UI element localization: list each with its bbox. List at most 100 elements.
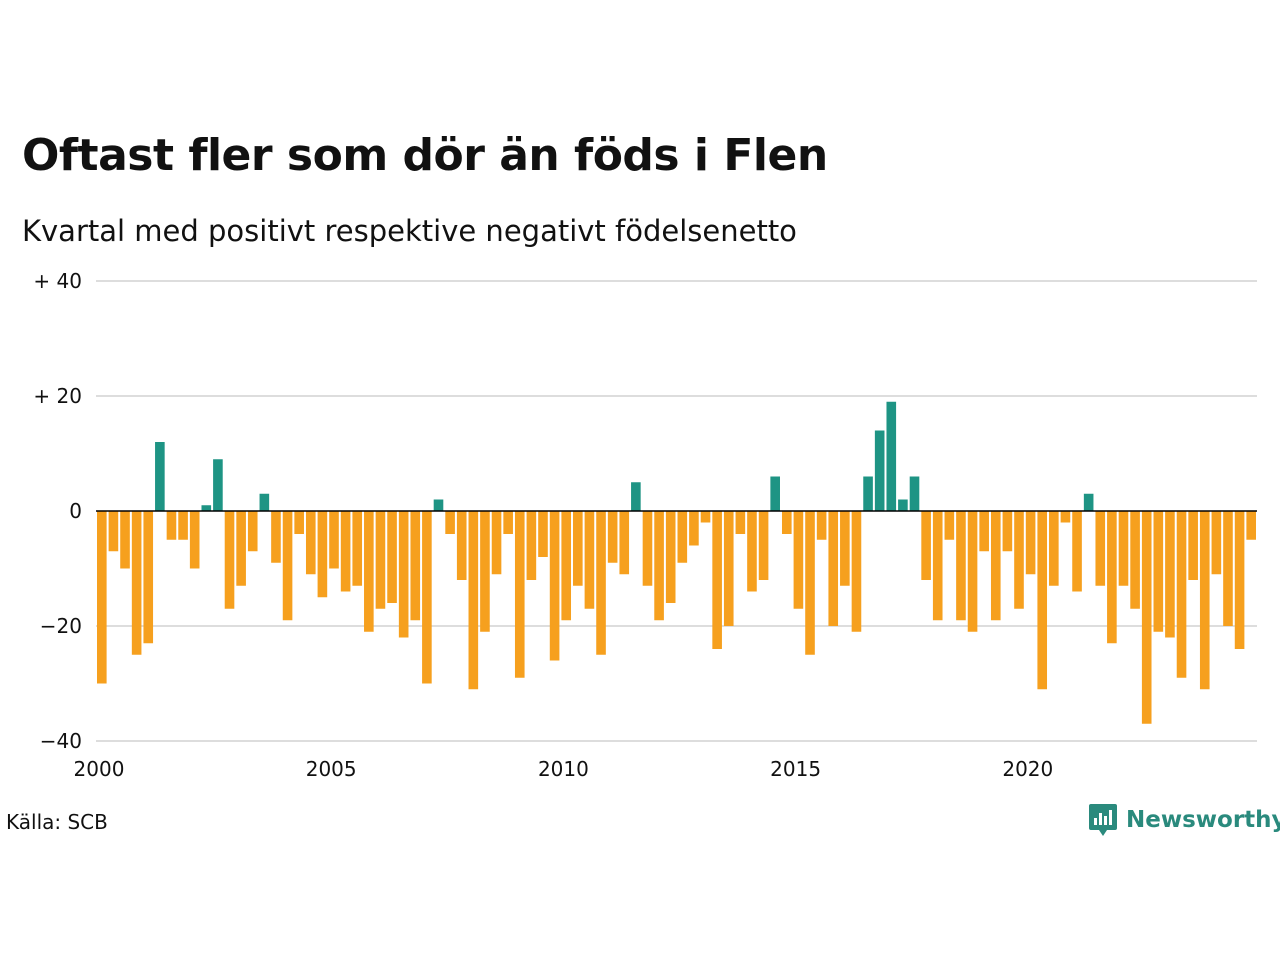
- bar: [770, 476, 780, 511]
- bar: [990, 511, 1001, 621]
- x-tick-label: 2020: [1002, 757, 1053, 781]
- source-note: Källa: SCB: [6, 810, 108, 834]
- bar: [723, 511, 734, 626]
- bar: [410, 511, 421, 621]
- bar: [178, 511, 188, 540]
- bar: [1072, 511, 1082, 592]
- bar: [1246, 511, 1256, 540]
- bar: [573, 511, 583, 586]
- bar: [1014, 511, 1024, 609]
- bar: [1165, 511, 1175, 638]
- bar: [329, 511, 339, 569]
- bar: [932, 511, 943, 621]
- bar: [886, 401, 897, 511]
- bar: [735, 511, 746, 534]
- bars: [97, 401, 1256, 724]
- bar: [1199, 511, 1210, 690]
- bar: [1188, 511, 1198, 580]
- bar: [584, 511, 595, 609]
- chart-subtitle: Kvartal med positivt respektive negativt…: [22, 214, 797, 248]
- y-tick-label: + 40: [33, 269, 82, 293]
- bar: [1095, 511, 1106, 586]
- bar: [1141, 511, 1152, 724]
- bar: [1130, 511, 1140, 609]
- x-tick-label: 2000: [74, 757, 125, 781]
- bar: [387, 511, 397, 603]
- bar: [1107, 511, 1117, 644]
- bar: [816, 511, 827, 540]
- bar: [155, 442, 165, 511]
- bar: [143, 511, 154, 644]
- bar: [758, 511, 769, 580]
- x-tick-label: 2010: [538, 757, 589, 781]
- bar: [1002, 511, 1013, 552]
- y-tick-label: −20: [40, 614, 82, 638]
- bar: [1153, 511, 1164, 632]
- x-tick-labels: 2000 2005 2010 2015 2020: [74, 757, 1054, 781]
- bar: [596, 511, 606, 655]
- bar: [97, 511, 107, 684]
- bar: [282, 511, 293, 621]
- bar: [1118, 511, 1129, 586]
- y-tick-label: 0: [69, 499, 82, 523]
- bar: [677, 511, 688, 563]
- brand-name: Newsworthy: [1126, 807, 1280, 833]
- bar: [271, 511, 281, 563]
- bar: [631, 482, 641, 511]
- y-tick-label: + 20: [33, 384, 82, 408]
- bar: [189, 511, 200, 569]
- bar: [863, 476, 873, 511]
- bar: [433, 499, 444, 511]
- bar: [1037, 511, 1048, 690]
- bar: [491, 511, 502, 575]
- grid-lines: [96, 280, 1257, 742]
- y-tick-label: −40: [40, 729, 82, 753]
- bar: [700, 511, 711, 523]
- chart-title: Oftast fler som dör än föds i Flen: [22, 130, 828, 181]
- bar: [131, 511, 142, 655]
- bar: [805, 511, 815, 655]
- bar: [259, 493, 270, 511]
- bar: [909, 476, 920, 511]
- bar: [874, 430, 885, 511]
- bar: [607, 511, 618, 563]
- bar: [1060, 511, 1071, 523]
- bar: [665, 511, 676, 603]
- bar: [468, 511, 479, 690]
- bar: [712, 511, 722, 649]
- bar: [793, 511, 804, 609]
- bar-chart: −40 −20 0 + 20 + 40 2000 2005 2010 2015 2020: [33, 269, 1257, 781]
- bar: [364, 511, 374, 632]
- bar: [236, 511, 246, 586]
- bar: [967, 511, 978, 632]
- bar: [654, 511, 664, 621]
- bar: [1223, 511, 1233, 626]
- bar: [642, 511, 653, 586]
- bar: [1211, 511, 1222, 575]
- bar: [538, 511, 548, 557]
- bar: [944, 511, 955, 540]
- bar: [851, 511, 862, 632]
- bar: [1025, 511, 1036, 575]
- bar: [619, 511, 630, 575]
- bar: [526, 511, 537, 580]
- bar: [561, 511, 572, 621]
- bar: [375, 511, 386, 609]
- bar: [445, 511, 455, 534]
- bar: [201, 505, 212, 511]
- bar: [898, 499, 908, 511]
- bar: [294, 511, 304, 534]
- bar: [921, 511, 931, 580]
- bar: [1176, 511, 1187, 678]
- bar: [979, 511, 989, 552]
- bar: [514, 511, 525, 678]
- bar: [956, 511, 966, 621]
- bar: [398, 511, 409, 638]
- bar: [781, 511, 792, 534]
- bar: [422, 511, 432, 684]
- bar: [480, 511, 490, 632]
- bar-chart-speech-bubble-icon: [1089, 804, 1117, 836]
- bar: [456, 511, 467, 580]
- bar: [549, 511, 560, 661]
- brand-logo: Newsworthy: [1088, 802, 1280, 838]
